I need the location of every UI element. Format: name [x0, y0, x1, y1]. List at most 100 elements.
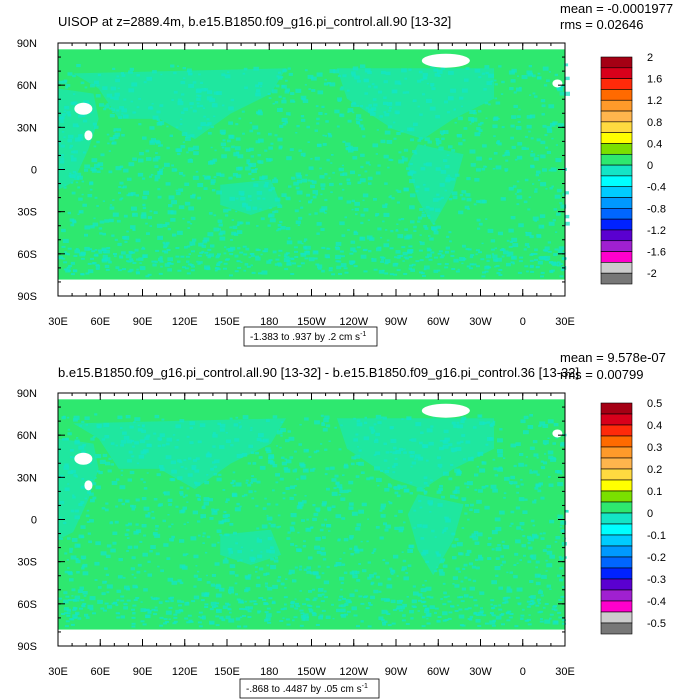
field-cell: [203, 115, 206, 118]
field-cell: [204, 265, 210, 270]
field-cell: [340, 581, 344, 585]
field-cell: [341, 517, 346, 520]
field-cell: [564, 76, 570, 81]
field-cell: [207, 122, 212, 126]
field-cell: [528, 65, 532, 68]
field-cell: [469, 615, 474, 619]
field-cell: [198, 495, 201, 498]
field-cell: [153, 613, 158, 616]
field-cell: [372, 550, 376, 553]
field-cell: [401, 246, 406, 249]
field-cell: [403, 576, 409, 581]
field-cell: [216, 262, 221, 265]
field-cell: [261, 524, 268, 529]
field-cell: [229, 570, 235, 575]
field-cell: [239, 559, 243, 562]
field-cell: [104, 580, 108, 583]
field-cell: [94, 80, 99, 84]
field-cell: [87, 262, 92, 265]
field-cell: [239, 607, 244, 610]
field-cell: [375, 171, 381, 175]
field-cell: [116, 128, 122, 132]
field-cell: [335, 514, 342, 519]
field-cell: [369, 426, 374, 430]
field-cell: [365, 161, 370, 165]
field-cell: [551, 137, 554, 140]
field-cell: [186, 151, 189, 154]
field-cell: [276, 579, 281, 583]
field-cell: [256, 191, 263, 195]
field-cell: [338, 448, 342, 451]
field-cell: [323, 590, 327, 593]
field-cell: [132, 212, 138, 217]
field-cell: [403, 485, 407, 488]
field-cell: [266, 516, 273, 521]
field-cell: [237, 154, 244, 159]
field-cell: [264, 618, 269, 622]
field-cell: [292, 579, 297, 583]
field-cell: [337, 539, 341, 542]
field-cell: [456, 604, 460, 607]
field-cell: [398, 218, 401, 221]
field-cell: [217, 422, 221, 426]
field-cell: [440, 558, 446, 562]
field-cell: [401, 418, 404, 420]
field-cell: [186, 272, 191, 275]
field-cell: [219, 445, 225, 449]
x-tick-label: 150E: [214, 666, 240, 678]
field-cell: [70, 223, 75, 227]
field-cell: [282, 617, 285, 619]
field-cell: [228, 134, 234, 139]
field-cell: [141, 247, 146, 250]
field-cell: [245, 221, 250, 225]
field-cell: [61, 131, 65, 133]
field-cell: [401, 68, 407, 73]
field-cell: [300, 252, 307, 257]
field-cell: [395, 250, 401, 254]
field-cell: [202, 542, 205, 544]
field-cell: [313, 597, 318, 600]
field-cell: [285, 256, 290, 259]
field-cell: [350, 170, 355, 175]
field-cell: [201, 250, 205, 253]
field-cell: [72, 456, 76, 459]
field-cell: [530, 150, 533, 153]
field-cell: [177, 101, 184, 106]
field-cell: [362, 193, 369, 198]
field-cell: [412, 171, 417, 174]
field-cell: [425, 607, 430, 610]
field-cell: [437, 70, 443, 74]
field-cell: [427, 500, 434, 505]
field-cell: [508, 186, 514, 191]
field-cell: [135, 529, 142, 533]
field-cell: [434, 256, 438, 259]
field-cell: [90, 498, 95, 503]
field-cell: [392, 465, 396, 468]
field-cell: [396, 223, 399, 225]
field-cell: [136, 74, 140, 77]
field-cell: [411, 263, 416, 266]
field-cell: [89, 519, 94, 523]
field-cell: [359, 236, 364, 240]
field-cell: [380, 503, 386, 508]
field-cell: [216, 255, 221, 257]
field-cell: [247, 483, 252, 487]
field-cell: [70, 157, 77, 162]
field-cell: [478, 452, 481, 455]
field-cell: [186, 68, 192, 72]
field-cell: [183, 107, 188, 111]
field-cell: [306, 566, 311, 570]
field-cell: [66, 84, 71, 87]
field-cell: [276, 430, 283, 435]
field-cell: [484, 622, 489, 625]
field-cell: [197, 621, 202, 624]
field-cell: [454, 538, 459, 541]
field-cell: [211, 574, 216, 577]
field-cell: [527, 618, 531, 621]
field-cell: [521, 544, 526, 548]
field-cell: [500, 555, 504, 558]
field-cell: [392, 608, 397, 611]
field-cell: [65, 86, 69, 89]
field-cell: [548, 169, 552, 172]
field-cell: [478, 556, 484, 561]
